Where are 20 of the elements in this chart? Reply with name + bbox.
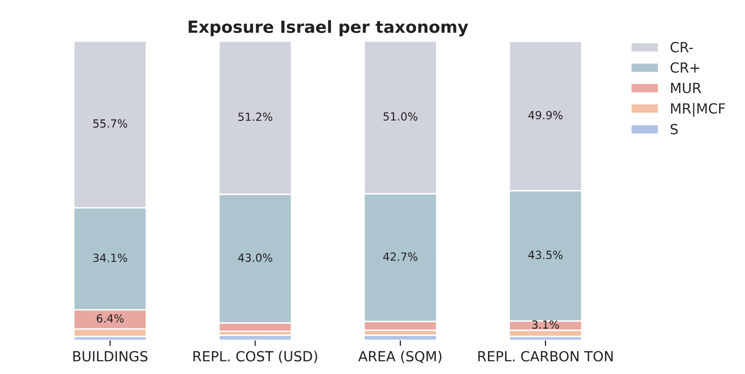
data-label: 3.1%	[532, 320, 559, 329]
data-label: 42.7%	[383, 252, 418, 261]
data-label: 49.9%	[528, 110, 563, 120]
data-label: 55.7%	[93, 119, 128, 128]
legend-label: CR+	[670, 62, 700, 73]
data-label: 51.2%	[238, 112, 272, 121]
chart-title: Exposure Israel per taxonomy	[188, 20, 468, 36]
legend-label: CR-	[670, 42, 693, 52]
data-label: 43.5%	[528, 250, 563, 260]
data-label: 51.0%	[384, 112, 418, 121]
data-label: 43.0%	[238, 253, 272, 262]
x-tick-label: AREA (SQM)	[358, 350, 442, 364]
legend-label: S	[670, 124, 678, 134]
legend-label: MUR	[671, 82, 702, 94]
x-tick-label: BUILDINGS	[73, 351, 148, 362]
legend-label: MR|MCF	[671, 102, 725, 117]
data-label: 34.1%	[93, 254, 128, 262]
x-tick-label: REPL. CARBON TON	[478, 351, 613, 362]
x-tick-label: REPL. COST (USD)	[193, 350, 318, 364]
data-label: 6.4%	[96, 314, 124, 323]
